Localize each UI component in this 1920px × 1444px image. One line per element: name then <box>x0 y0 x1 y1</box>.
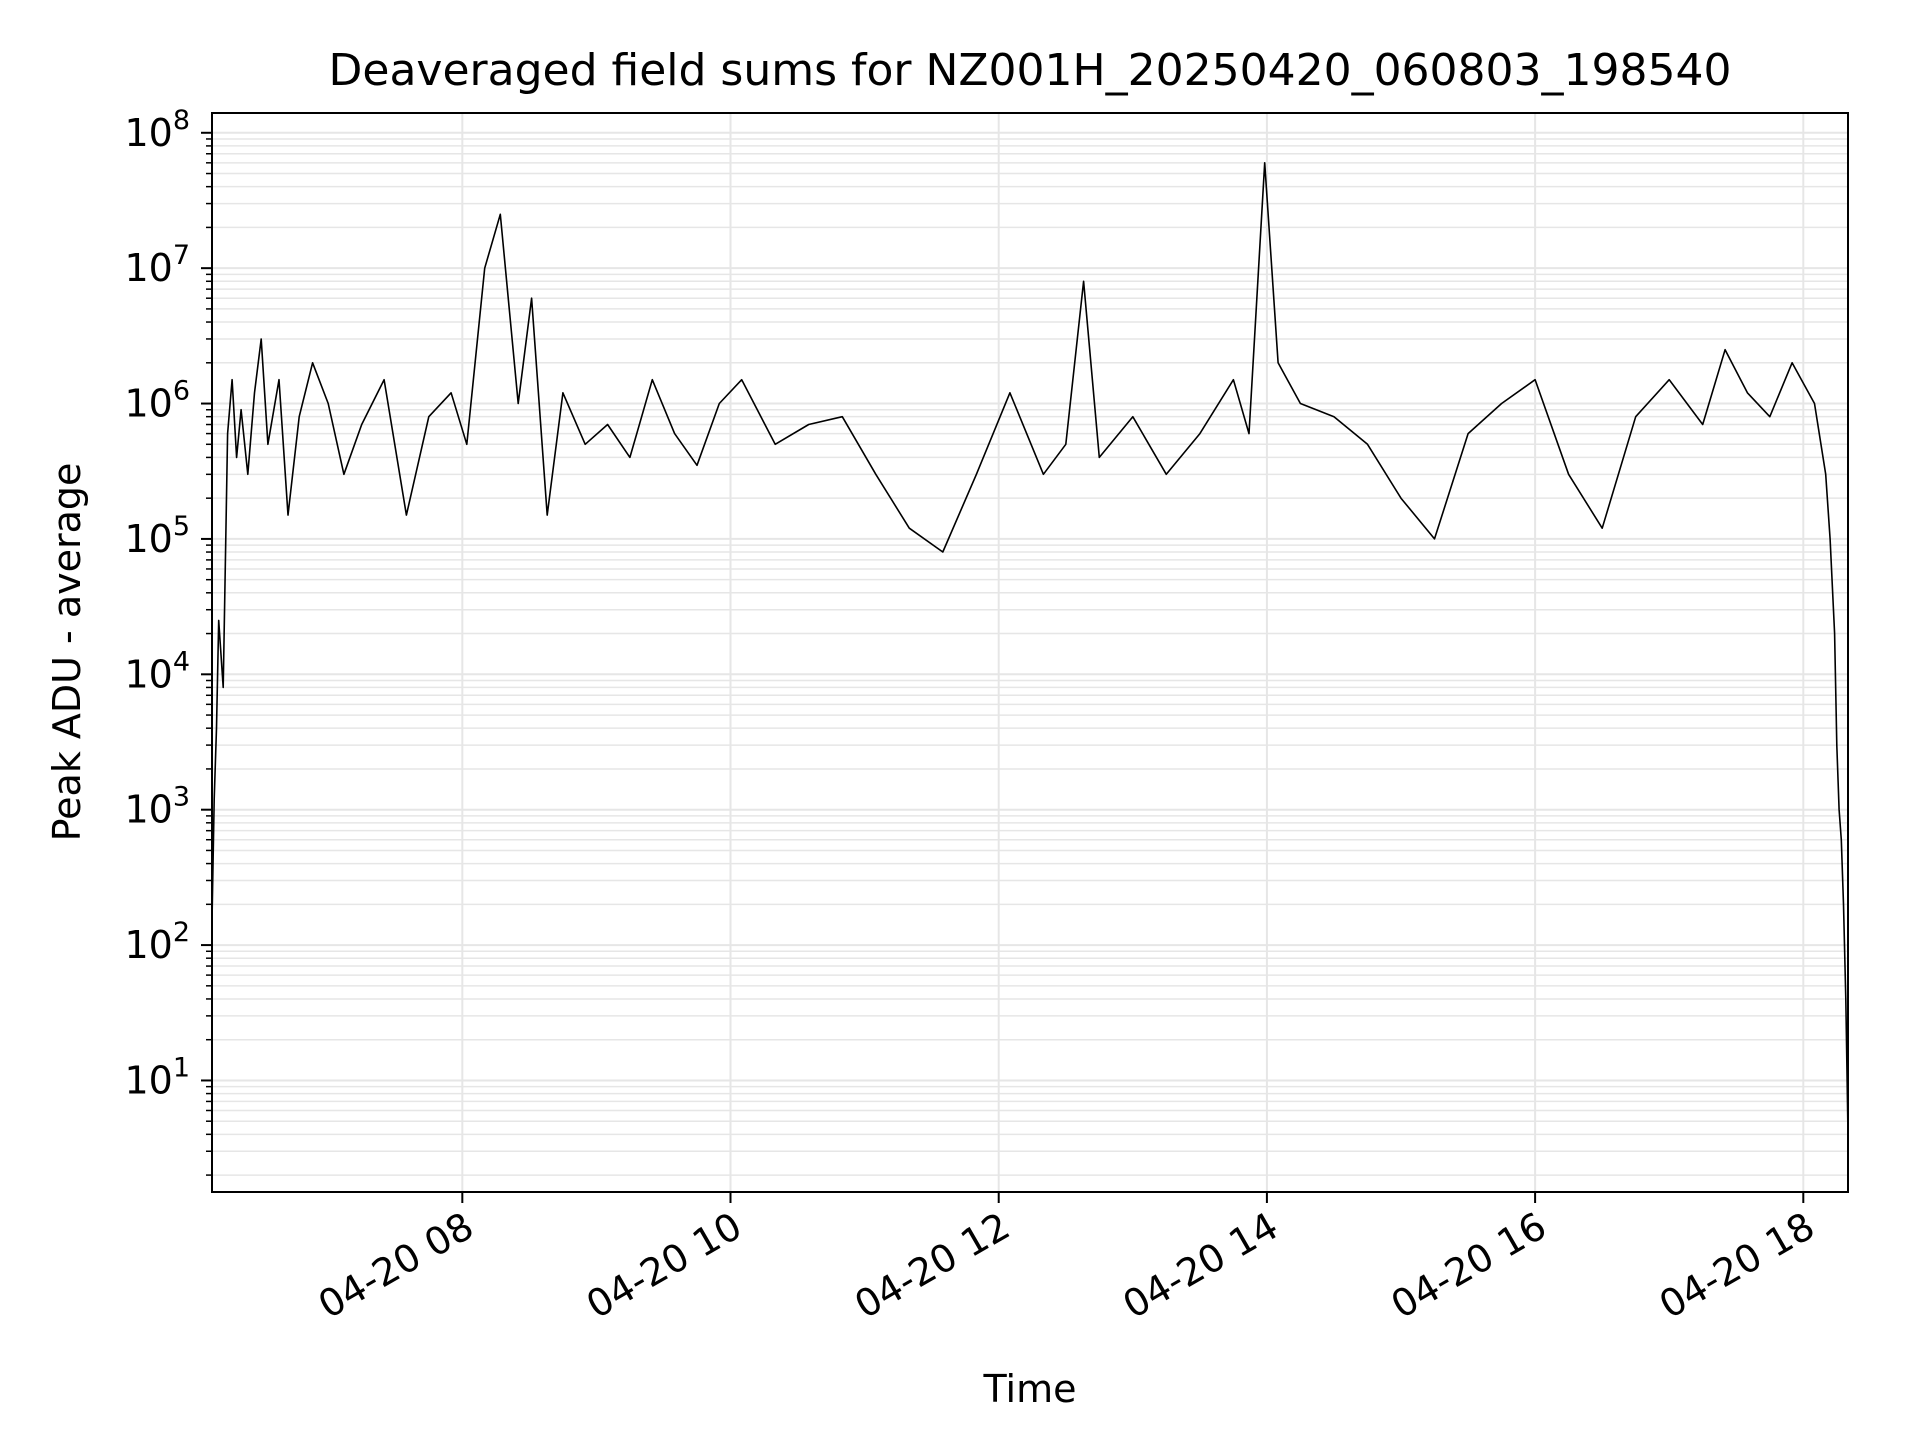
plot-frame <box>211 112 1849 1193</box>
series-layer <box>211 162 1849 1135</box>
y-tick-label: 108 <box>124 105 190 155</box>
x-tick-label: 04-20 08 <box>311 1204 481 1328</box>
x-tick-label: 04-20 14 <box>1115 1204 1285 1328</box>
x-axis: 04-20 08 04-20 10 04-20 12 04-20 14 04-20 16… <box>311 1192 1822 1327</box>
x-tick-label: 04-20 10 <box>579 1204 749 1328</box>
chart-title: Deaveraged field sums for NZ001H_2025042… <box>329 45 1732 96</box>
y-tick-label: 103 <box>124 782 190 832</box>
y-axis-label: Peak ADU - average <box>45 463 89 842</box>
y-axis: 101 102 103 104 105 106 107 108 <box>124 105 212 1176</box>
x-axis-label: Time <box>983 1367 1077 1411</box>
y-tick-label: 101 <box>124 1052 190 1102</box>
y-tick-label: 102 <box>124 917 190 967</box>
y-tick-label: 106 <box>124 376 190 426</box>
x-tick-label: 04-20 16 <box>1384 1204 1554 1328</box>
y-tick-label: 105 <box>124 511 190 561</box>
y-tick-label: 104 <box>124 646 190 696</box>
series-line <box>211 162 1849 1135</box>
x-tick-label: 04-20 12 <box>847 1204 1017 1328</box>
grid-layer <box>212 113 1848 1192</box>
y-tick-label: 107 <box>124 240 190 290</box>
x-tick-label: 04-20 18 <box>1652 1204 1822 1328</box>
